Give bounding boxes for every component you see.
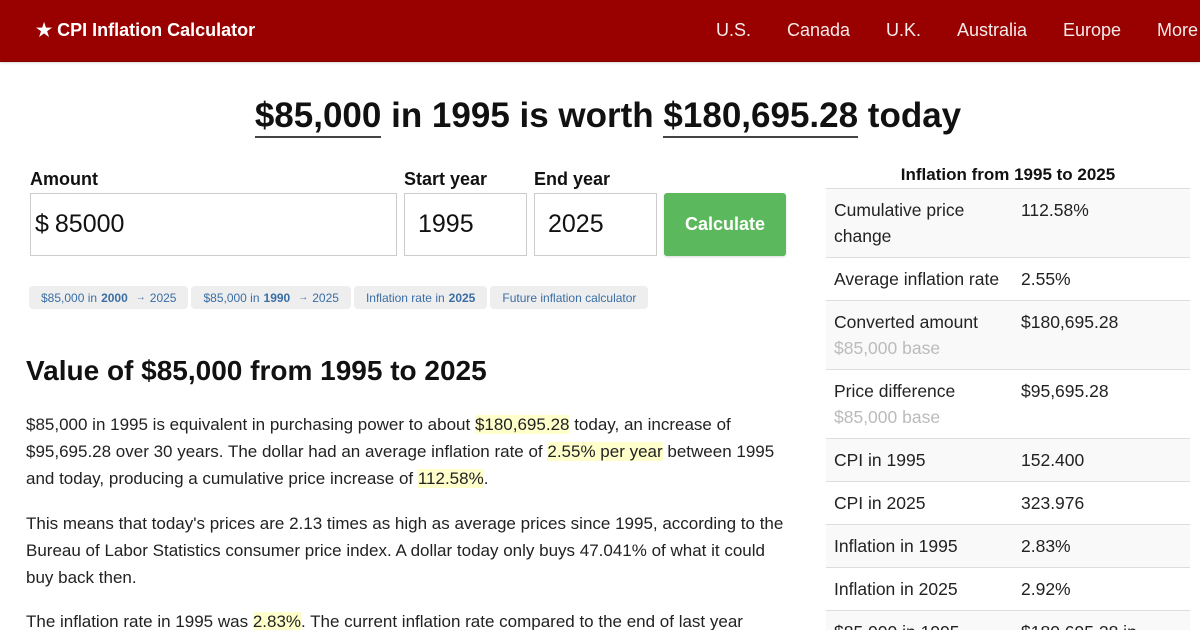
row-key: CPI in 2025 [834,493,926,513]
chip-text: 2025 [149,290,177,305]
text: The inflation rate in 1995 was [26,612,253,630]
row-value: $95,695.28 [1021,381,1109,401]
row-key: Inflation in 2025 [834,579,958,599]
text: today, an increase of $95,695.28 over 30… [26,415,731,461]
row-subtext: $85,000 base [834,338,941,358]
amount-label: Amount [30,169,98,189]
top-navbar: ★ CPI Inflation Calculator U.S. Canada U.… [0,0,1200,62]
brand-link[interactable]: ★ CPI Inflation Calculator [36,20,255,41]
section-title: Value of $85,000 from 1995 to 2025 [26,355,487,386]
chip-text: Inflation rate in [365,290,445,305]
end-year-value: 2025 [548,210,604,238]
chip-text: Future inflation calculator [502,290,637,305]
row-key: Inflation in 1995 [834,536,958,556]
text: . [483,469,489,488]
row-key: Cumulative price change [834,200,965,246]
row-subtext: $85,000 base [834,407,941,427]
page-title: $85,000 in 1995 is worth $180,695.28 tod… [0,96,1200,138]
text: . The current inflation rate compared to… [301,612,743,630]
calculate-button[interactable]: Calculate [664,193,786,256]
row-value: $180,695.28 in [1021,619,1190,630]
chip-text: $85,000 in [203,290,260,305]
end-year-label: End year [534,169,611,189]
headline-amount: $85,000 [254,96,382,138]
chip-bold: 2025 [448,290,476,305]
chip-bold: 1990 [263,290,291,305]
dollar-prefix: $ [35,210,49,238]
row-value: $180,695.28 [1021,312,1119,332]
row-value: 2.55% [1021,269,1071,289]
row-key: CPI in 1995 [834,450,926,470]
row-key: $85,000 in 1995 [826,619,1021,630]
nav-link-us[interactable]: U.S. [716,20,752,40]
chip-text: $85,000 in [41,290,98,305]
nav-link-more[interactable]: More [1157,20,1199,40]
table-title: Inflation from 1995 to 2025 [826,160,1190,189]
chip-2000-to-2025[interactable]: $85,000 in 2000 → 2025 [29,286,189,309]
inflation-summary-table: Inflation from 1995 to 2025 Cumulative p… [826,160,1190,630]
end-year-input[interactable]: 2025 [534,193,657,256]
chip-1990-to-2025[interactable]: $85,000 in 1990 → 2025 [191,286,351,309]
highlight-cumulative: 112.58% [417,469,484,488]
row-value: 2.83% [1021,536,1071,556]
chip-text: 2025 [312,290,339,305]
star-icon: ★ [36,20,53,40]
row-value: 323.976 [1021,493,1085,513]
chip-inflation-rate-2025[interactable]: Inflation rate in 2025 [353,286,488,309]
amount-value: 85000 [54,210,125,238]
row-key: Price difference [834,381,956,401]
table-row: Inflation in 2025 2.92% [826,568,1190,611]
nav-link-europe[interactable]: Europe [1063,20,1122,40]
headline-suffix: today [867,96,962,135]
explanation-paragraph: This means that today's prices are 2.13 … [26,514,784,587]
nav-link-uk[interactable]: U.K. [886,20,922,40]
amount-input[interactable]: $ 85000 [30,193,397,256]
start-year-value: 1995 [418,210,474,238]
headline-middle: in 1995 is worth [391,96,654,135]
table-row: Cumulative price change 112.58% [826,189,1190,258]
table-row: Converted amount $85,000 base $180,695.28 [826,301,1190,370]
table-row: Average inflation rate 2.55% [826,258,1190,301]
chip-future-calculator[interactable]: Future inflation calculator [490,286,649,309]
row-value: 2.92% [1021,579,1071,599]
table-row: Price difference $85,000 base $95,695.28 [826,370,1190,439]
table-row: $85,000 in 1995 $180,695.28 in [826,611,1190,630]
quick-links: $85,000 in 2000 → 2025 $85,000 in 1990 →… [29,286,649,309]
arrow-right-icon: → [298,292,309,303]
highlight-rate-1995: 2.83% [252,612,302,630]
summary-paragraph: $85,000 in 1995 is equivalent in purchas… [26,411,796,492]
row-value: 152.400 [1021,450,1085,470]
text: between 1995 and today, producing a cumu… [26,442,775,488]
start-year-input[interactable]: 1995 [404,193,527,256]
inflation-rate-paragraph: The inflation rate in 1995 was 2.83%. Th… [26,608,796,630]
table-row: Inflation in 1995 2.83% [826,525,1190,568]
row-key: Average inflation rate [834,269,1000,289]
nav-links: U.S. Canada U.K. Australia Europe More [0,20,1200,44]
highlight-converted: $180,695.28 [474,415,570,434]
chip-bold: 2000 [101,290,128,305]
headline-result: $180,695.28 [663,96,859,138]
row-key: Converted amount [834,312,978,332]
highlight-rate: 2.55% per year [547,442,663,461]
row-value: 112.58% [1021,200,1089,220]
start-year-label: Start year [404,169,488,189]
text: $85,000 in 1995 is equivalent in purchas… [26,415,475,434]
arrow-right-icon: → [135,292,146,303]
nav-link-canada[interactable]: Canada [787,20,851,40]
table-body: Cumulative price change 112.58% Average … [826,189,1190,630]
table-row: CPI in 2025 323.976 [826,482,1190,525]
table-row: CPI in 1995 152.400 [826,439,1190,482]
brand-label: CPI Inflation Calculator [57,20,256,40]
nav-link-australia[interactable]: Australia [957,20,1028,40]
